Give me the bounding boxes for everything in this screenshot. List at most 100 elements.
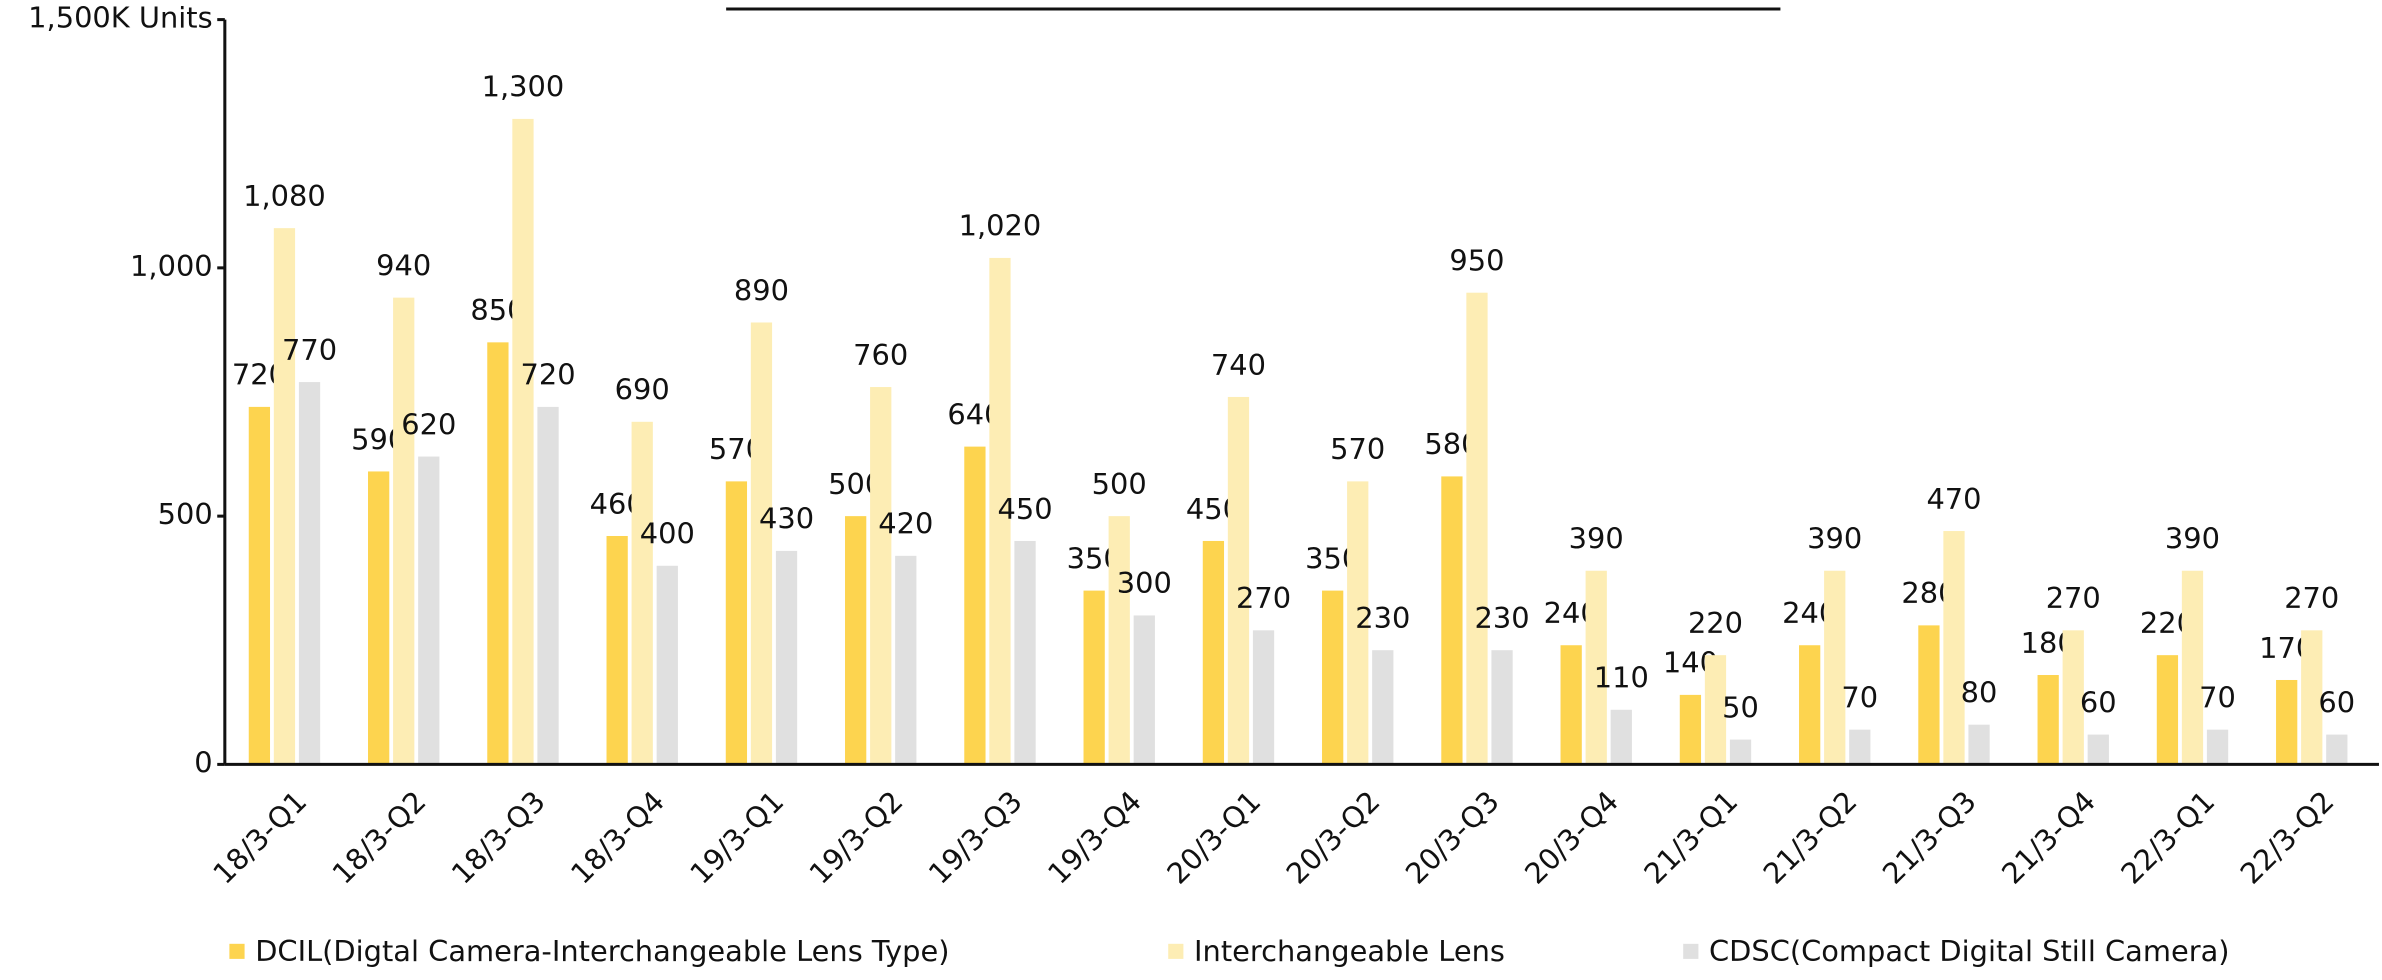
x-tick-label: 21/3-Q3 — [1876, 784, 1983, 890]
x-tick-label: 18/3-Q1 — [206, 784, 313, 890]
bar — [725, 481, 748, 765]
data-label: 450 — [997, 492, 1052, 526]
bar — [1560, 645, 1582, 765]
bar — [1491, 650, 1513, 765]
x-tick-label: 20/3-Q1 — [1160, 784, 1267, 890]
bar — [1466, 292, 1488, 765]
bar — [1729, 739, 1752, 765]
data-label: 270 — [2046, 581, 2101, 615]
x-tick-label: 18/3-Q2 — [325, 784, 432, 890]
bar — [2181, 570, 2204, 765]
bar — [1347, 481, 1369, 765]
legend-label: CDSC(Compact Digital Still Camera) — [1709, 934, 2230, 968]
data-label: 60 — [2080, 686, 2117, 720]
data-label: 80 — [1961, 676, 1998, 710]
bar — [298, 382, 321, 765]
bar — [1918, 625, 1940, 765]
x-tick-label: 19/3-Q2 — [802, 784, 909, 890]
bar — [1014, 540, 1036, 765]
data-label: 400 — [640, 517, 695, 551]
x-tick-label: 18/3-Q4 — [564, 784, 671, 890]
data-label: 230 — [1475, 601, 1530, 635]
data-label: 1,020 — [959, 209, 1042, 243]
y-tick-label: 500 — [158, 497, 213, 531]
legend-label: Interchangeable Lens — [1194, 934, 1505, 968]
bar — [2087, 734, 2109, 765]
y-tick-label: 1,000 — [130, 249, 213, 283]
legend-swatch — [1683, 943, 1699, 959]
bar — [1585, 570, 1607, 765]
data-label: 760 — [853, 338, 908, 372]
bar — [895, 555, 917, 765]
data-label: 60 — [2318, 686, 2355, 720]
data-label: 1,080 — [243, 179, 326, 213]
bar — [1252, 630, 1275, 765]
data-label: 690 — [615, 373, 670, 407]
bar — [1610, 709, 1632, 765]
bar — [1322, 590, 1344, 765]
bar — [2326, 734, 2348, 765]
data-label: 230 — [1355, 601, 1410, 635]
bar — [964, 446, 986, 765]
x-tick-label: 20/3-Q4 — [1518, 784, 1625, 890]
bar — [989, 257, 1011, 765]
bar — [870, 387, 892, 765]
bar — [1799, 645, 1821, 765]
bar — [775, 550, 798, 765]
bar — [1133, 615, 1155, 765]
x-tick-label: 22/3-Q1 — [2114, 784, 2221, 890]
data-label: 1,300 — [482, 70, 565, 104]
data-label: 110 — [1594, 661, 1649, 695]
bar — [1943, 531, 1965, 765]
y-tick-label: 0 — [194, 745, 212, 779]
bar — [1704, 655, 1727, 765]
x-tick-label: 21/3-Q4 — [1995, 784, 2102, 890]
bar — [1679, 694, 1702, 765]
bar — [273, 228, 296, 765]
bar — [1849, 729, 1871, 765]
data-label: 390 — [1807, 522, 1862, 556]
bar — [1083, 590, 1105, 765]
data-label: 420 — [878, 507, 933, 541]
data-label: 50 — [1722, 690, 1759, 724]
bar — [368, 471, 390, 765]
bar — [1441, 476, 1463, 765]
data-label: 770 — [282, 333, 337, 367]
x-tick-label: 20/3-Q2 — [1279, 784, 1386, 890]
x-tick-label: 19/3-Q1 — [683, 784, 790, 890]
data-label: 890 — [734, 273, 789, 307]
y-tick-label: 1,500K Units — [28, 1, 213, 35]
data-label: 570 — [1330, 432, 1385, 466]
bar — [2206, 729, 2229, 765]
bar — [418, 456, 440, 765]
legend-label: DCIL(Digtal Camera-Interchangeable Lens … — [255, 934, 949, 968]
data-label: 470 — [1926, 482, 1981, 516]
bar — [2276, 679, 2298, 765]
bar — [2156, 655, 2179, 765]
x-tick-label: 21/3-Q2 — [1756, 784, 1863, 890]
x-tick-label: 18/3-Q3 — [445, 784, 552, 890]
bar — [1108, 516, 1130, 765]
data-label: 390 — [2165, 522, 2220, 556]
x-tick-label: 20/3-Q3 — [1399, 784, 1506, 890]
bar — [1202, 540, 1225, 765]
data-label: 70 — [1841, 681, 1878, 715]
bar — [537, 406, 559, 765]
data-label: 620 — [401, 407, 456, 441]
bar — [1968, 724, 1990, 765]
data-label: 500 — [1092, 467, 1147, 501]
data-label: 300 — [1117, 566, 1172, 600]
data-label: 940 — [376, 249, 431, 283]
bar — [631, 421, 653, 765]
x-tick-label: 22/3-Q2 — [2233, 784, 2340, 890]
bar — [1372, 650, 1394, 765]
bar — [1227, 396, 1250, 765]
bar — [1824, 570, 1846, 765]
x-tick-label: 19/3-Q3 — [922, 784, 1029, 890]
bar — [393, 297, 415, 765]
x-tick-label: 21/3-Q1 — [1637, 784, 1744, 890]
x-tick-label: 19/3-Q4 — [1041, 784, 1148, 890]
data-label: 950 — [1449, 244, 1504, 278]
bar — [750, 322, 773, 765]
